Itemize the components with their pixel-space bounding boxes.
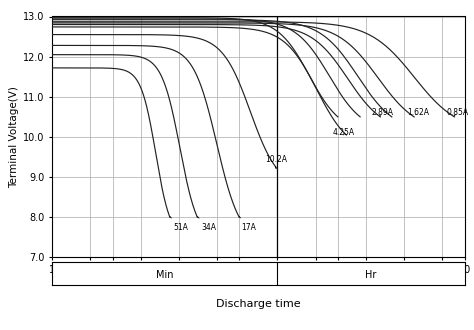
Text: 51A: 51A xyxy=(170,216,188,232)
Text: Hr: Hr xyxy=(365,270,377,280)
Text: Discharge time: Discharge time xyxy=(216,299,301,309)
Text: Min: Min xyxy=(156,270,173,280)
Text: 0.85A: 0.85A xyxy=(447,108,469,117)
Text: 4.25A: 4.25A xyxy=(333,128,355,137)
Y-axis label: Terminal Voltage(V): Terminal Voltage(V) xyxy=(9,86,19,188)
Text: 1.62A: 1.62A xyxy=(408,108,429,117)
Text: 10.2A: 10.2A xyxy=(265,154,287,168)
Text: 2.89A: 2.89A xyxy=(371,108,393,117)
Text: 17A: 17A xyxy=(239,216,256,232)
Text: 34A: 34A xyxy=(197,216,216,232)
